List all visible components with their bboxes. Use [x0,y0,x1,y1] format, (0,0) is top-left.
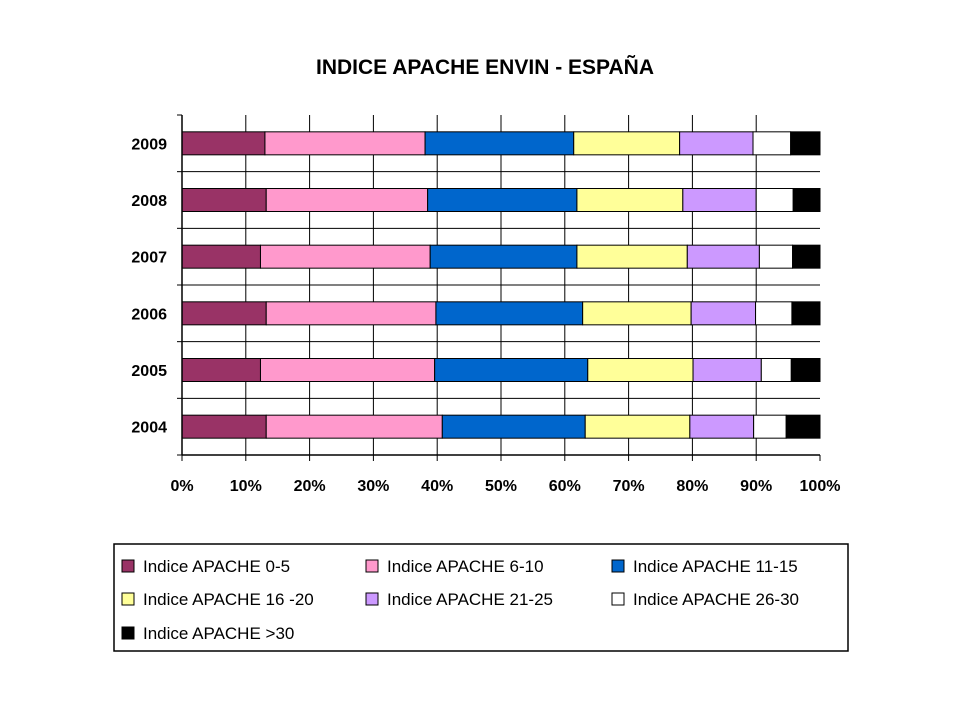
bar-segment-2005-series-4 [587,358,694,382]
legend-label: Indice APACHE 11-15 [633,557,798,576]
bar-segment-2004-series-6 [753,414,787,439]
x-tick-label: 30% [357,478,389,495]
bar-segment-2007-series-4 [576,244,688,269]
bar-segment-2004-series-3 [441,414,586,439]
y-tick-label: 2009 [131,136,167,153]
x-tick-label: 50% [485,478,517,495]
bar-segment-2005-series-7 [790,358,821,382]
x-tick-label: 0% [170,478,193,495]
bar-segment-2009-series-2 [264,131,426,156]
legend-swatch [365,559,379,573]
legend: Indice APACHE 0-5 Indice APACHE 6-10 Indic… [113,543,849,652]
y-axis-ticks: 2009 2008 2007 2006 2005 2004 [131,114,182,456]
gridlines [182,115,820,455]
x-tick-label: 10% [230,478,262,495]
bar-segment-2005-series-6 [760,358,792,382]
bar-segment-2008-series-4 [576,188,684,212]
bar-segment-2007-series-3 [429,244,578,269]
bar-segment-2006-series-4 [582,301,692,326]
legend-swatch [121,592,135,606]
bar-segment-2005-series-2 [259,358,436,382]
legend-box [113,543,849,652]
bar-segment-2005-series-5 [692,358,762,382]
bar-segment-2009-series-5 [679,131,754,156]
bar-segment-2009-series-6 [752,131,792,156]
bar-segment-2009-series-7 [790,131,821,156]
x-axis-ticks: 0% 10% 20% 30% 40% 50% 60% 70% 80% 90% 100% [170,455,840,495]
bar-segment-2007-series-7 [792,244,821,269]
bar-segment-2007-series-2 [259,244,431,269]
bar-segment-2006-series-5 [690,301,757,326]
bar-segment-2008-series-3 [427,188,578,212]
x-tick-label: 90% [740,478,772,495]
bar-segment-2006-series-6 [755,301,793,326]
bar-segment-2009-series-3 [424,131,575,156]
bar-segment-2008-series-7 [792,188,821,212]
x-tick-label: 20% [294,478,326,495]
bar-segment-2005-series-1 [181,358,261,382]
bar-segment-2004-series-5 [689,414,755,439]
bar-series [181,131,821,439]
legend-label: Indice APACHE 16 -20 [143,590,314,609]
y-tick-label: 2008 [131,193,167,210]
bar-segment-2006-series-2 [265,301,437,326]
legend-swatch [365,592,379,606]
bar-segment-2007-series-1 [181,244,261,269]
bar-segment-2004-series-7 [785,414,821,439]
chart-title: INDICE APACHE ENVIN - ESPAÑA [316,56,654,79]
y-tick-label: 2005 [131,363,167,380]
bar-segment-2005-series-3 [434,358,589,382]
legend-swatch [121,626,135,640]
legend-label: Indice APACHE 21-25 [387,590,553,609]
legend-label: Indice APACHE 26-30 [633,590,799,609]
bar-segment-2004-series-2 [265,414,443,439]
legend-swatch [611,592,625,606]
bar-segment-2006-series-3 [435,301,584,326]
y-tick-label: 2007 [131,250,167,267]
bar-segment-2007-series-6 [758,244,794,269]
x-tick-label: 80% [676,478,708,495]
bar-segment-2006-series-7 [791,301,821,326]
x-tick-label: 100% [800,478,841,495]
bar-segment-2008-series-1 [181,188,267,212]
x-tick-label: 60% [549,478,581,495]
x-tick-label: 70% [613,478,645,495]
bar-segment-2009-series-1 [181,131,266,156]
y-tick-label: 2006 [131,306,167,323]
bar-segment-2009-series-4 [573,131,681,156]
bar-segment-2008-series-2 [265,188,429,212]
legend-swatch [611,559,625,573]
bar-segment-2008-series-6 [755,188,794,212]
bar-segment-2004-series-4 [584,414,691,439]
y-tick-label: 2004 [131,420,167,437]
legend-label: Indice APACHE 0-5 [143,557,290,576]
legend-label: Indice APACHE 6-10 [387,557,544,576]
x-tick-label: 40% [421,478,453,495]
bar-segment-2008-series-5 [682,188,757,212]
bar-segment-2007-series-5 [686,244,760,269]
legend-label: Indice APACHE >30 [143,624,294,643]
legend-swatch [121,559,135,573]
bar-segment-2004-series-1 [181,414,267,439]
bar-segment-2006-series-1 [181,301,267,326]
